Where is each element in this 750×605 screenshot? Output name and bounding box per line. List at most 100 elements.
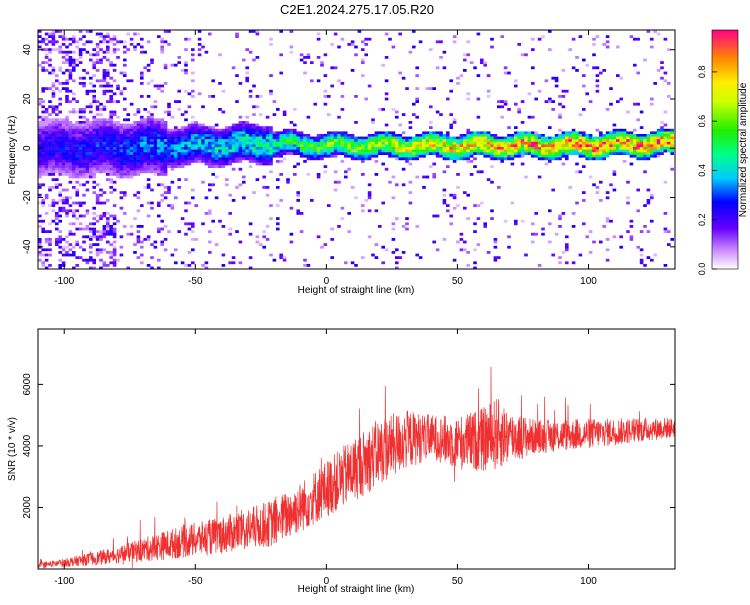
spectrogram-cell <box>95 183 100 187</box>
spectrogram-cell <box>208 162 212 166</box>
spectrogram-cell <box>112 261 117 265</box>
spectrogram-cell <box>44 196 49 200</box>
spectrogram-y-tick-label: 40 <box>22 44 33 56</box>
spectrogram-cell <box>388 131 392 135</box>
spectrogram-cell <box>248 30 253 33</box>
spectrogram-cell <box>517 147 521 150</box>
spectrogram-cell <box>599 180 603 184</box>
spectrogram-cell <box>289 152 294 155</box>
spectrogram-cell <box>58 206 62 210</box>
spectrogram-cell <box>44 248 49 252</box>
spectrogram-cell <box>211 79 215 83</box>
spectrogram-cell <box>629 144 634 148</box>
spectrogram-cell <box>58 82 62 85</box>
spectrogram-cell <box>68 165 73 168</box>
spectrogram-cell <box>123 225 127 228</box>
spectrogram-cell <box>558 147 562 150</box>
spectrogram-cell <box>259 136 263 140</box>
spectrogram-cell <box>51 126 56 129</box>
spectrogram-cell <box>140 144 144 148</box>
spectrogram-cell <box>500 144 504 148</box>
spectrogram-cell <box>191 149 195 153</box>
spectrogram-cell <box>177 154 181 158</box>
spectrogram-cell <box>68 136 73 140</box>
spectrogram-cell <box>51 219 56 223</box>
spectrogram-cell <box>58 157 62 161</box>
spectrogram-cell <box>112 134 117 137</box>
spectrogram-cell <box>140 141 144 145</box>
spectrogram-cell <box>119 173 124 176</box>
spectrogram-cell <box>439 136 443 140</box>
spectrogram-cell <box>667 141 671 145</box>
spectrogram-cell <box>340 108 345 111</box>
spectrogram-cell <box>126 128 130 132</box>
spectrogram-cell <box>466 92 470 96</box>
spectrogram-cell <box>449 123 453 127</box>
spectrogram-cell <box>106 100 110 103</box>
spectrogram-cell <box>293 141 297 145</box>
spectrogram-cell <box>208 144 212 148</box>
spectrogram-cell <box>65 251 69 254</box>
spectrogram-cell <box>503 149 508 153</box>
spectrogram-cell <box>633 152 637 155</box>
spectrogram-cell <box>306 139 311 142</box>
spectrogram-cell <box>204 139 209 142</box>
spectrogram-cell <box>48 154 52 158</box>
spectrogram-cell <box>548 160 552 163</box>
spectrogram-cell <box>316 175 321 179</box>
spectrogram-cell <box>228 131 232 135</box>
spectrogram-cell <box>160 170 164 174</box>
spectrogram-cell <box>123 128 127 132</box>
spectrogram-cell <box>44 147 49 150</box>
spectrogram-cell <box>75 136 79 140</box>
spectrogram-cell <box>316 157 321 161</box>
spectrogram-cell <box>578 154 583 158</box>
spectrogram-cell <box>541 154 545 158</box>
spectrogram-cell <box>663 212 668 215</box>
spectrogram-cell <box>571 136 576 140</box>
spectrogram-cell <box>78 30 83 33</box>
spectrogram-cell <box>571 131 576 135</box>
spectrogram-cell <box>218 108 222 111</box>
spectrogram-cell <box>391 238 396 241</box>
spectrogram-cell <box>204 157 209 161</box>
spectrogram-cell <box>146 214 151 218</box>
spectrogram-cell <box>306 147 311 150</box>
spectrogram-cell <box>160 128 164 132</box>
spectrogram-cell <box>85 136 90 140</box>
spectrogram-cell <box>670 136 674 140</box>
spectrogram-cell <box>293 134 297 137</box>
spectrogram-cell <box>503 147 508 150</box>
spectrogram-cell <box>75 180 79 184</box>
spectrogram-cell <box>225 178 229 181</box>
spectrogram-cell <box>605 152 610 155</box>
spectrogram-cell <box>78 245 83 249</box>
spectrogram-cell <box>446 165 450 168</box>
spectrogram-cell <box>208 139 212 142</box>
spectrogram-cell <box>568 48 572 51</box>
spectrogram-cell <box>255 56 260 59</box>
spectrogram-cell <box>191 134 195 137</box>
spectrogram-cell <box>361 154 365 158</box>
spectrogram-cell <box>605 35 610 38</box>
spectrogram-cell <box>194 121 198 124</box>
spectrogram-cell <box>75 201 79 205</box>
spectrogram-cell <box>221 225 226 228</box>
spectrogram-cell <box>65 100 69 103</box>
spectrogram-cell <box>211 183 215 187</box>
spectrogram-cell <box>187 123 192 127</box>
spectrogram-cell <box>609 87 613 90</box>
spectrogram-cell <box>55 136 59 140</box>
spectrogram-cell <box>123 144 127 148</box>
spectrogram-cell <box>116 149 120 153</box>
spectrogram-cell <box>187 157 192 161</box>
spectrogram-cell <box>405 141 409 145</box>
spectrogram-cell <box>153 162 158 166</box>
spectrogram-cell <box>65 53 69 57</box>
spectrogram-cell <box>452 144 457 148</box>
spectrogram-cell <box>153 100 158 103</box>
spectrogram-cell <box>75 165 79 168</box>
spectrogram-cell <box>112 157 117 161</box>
spectrogram-cell <box>507 141 511 145</box>
spectrogram-cell <box>568 141 572 145</box>
